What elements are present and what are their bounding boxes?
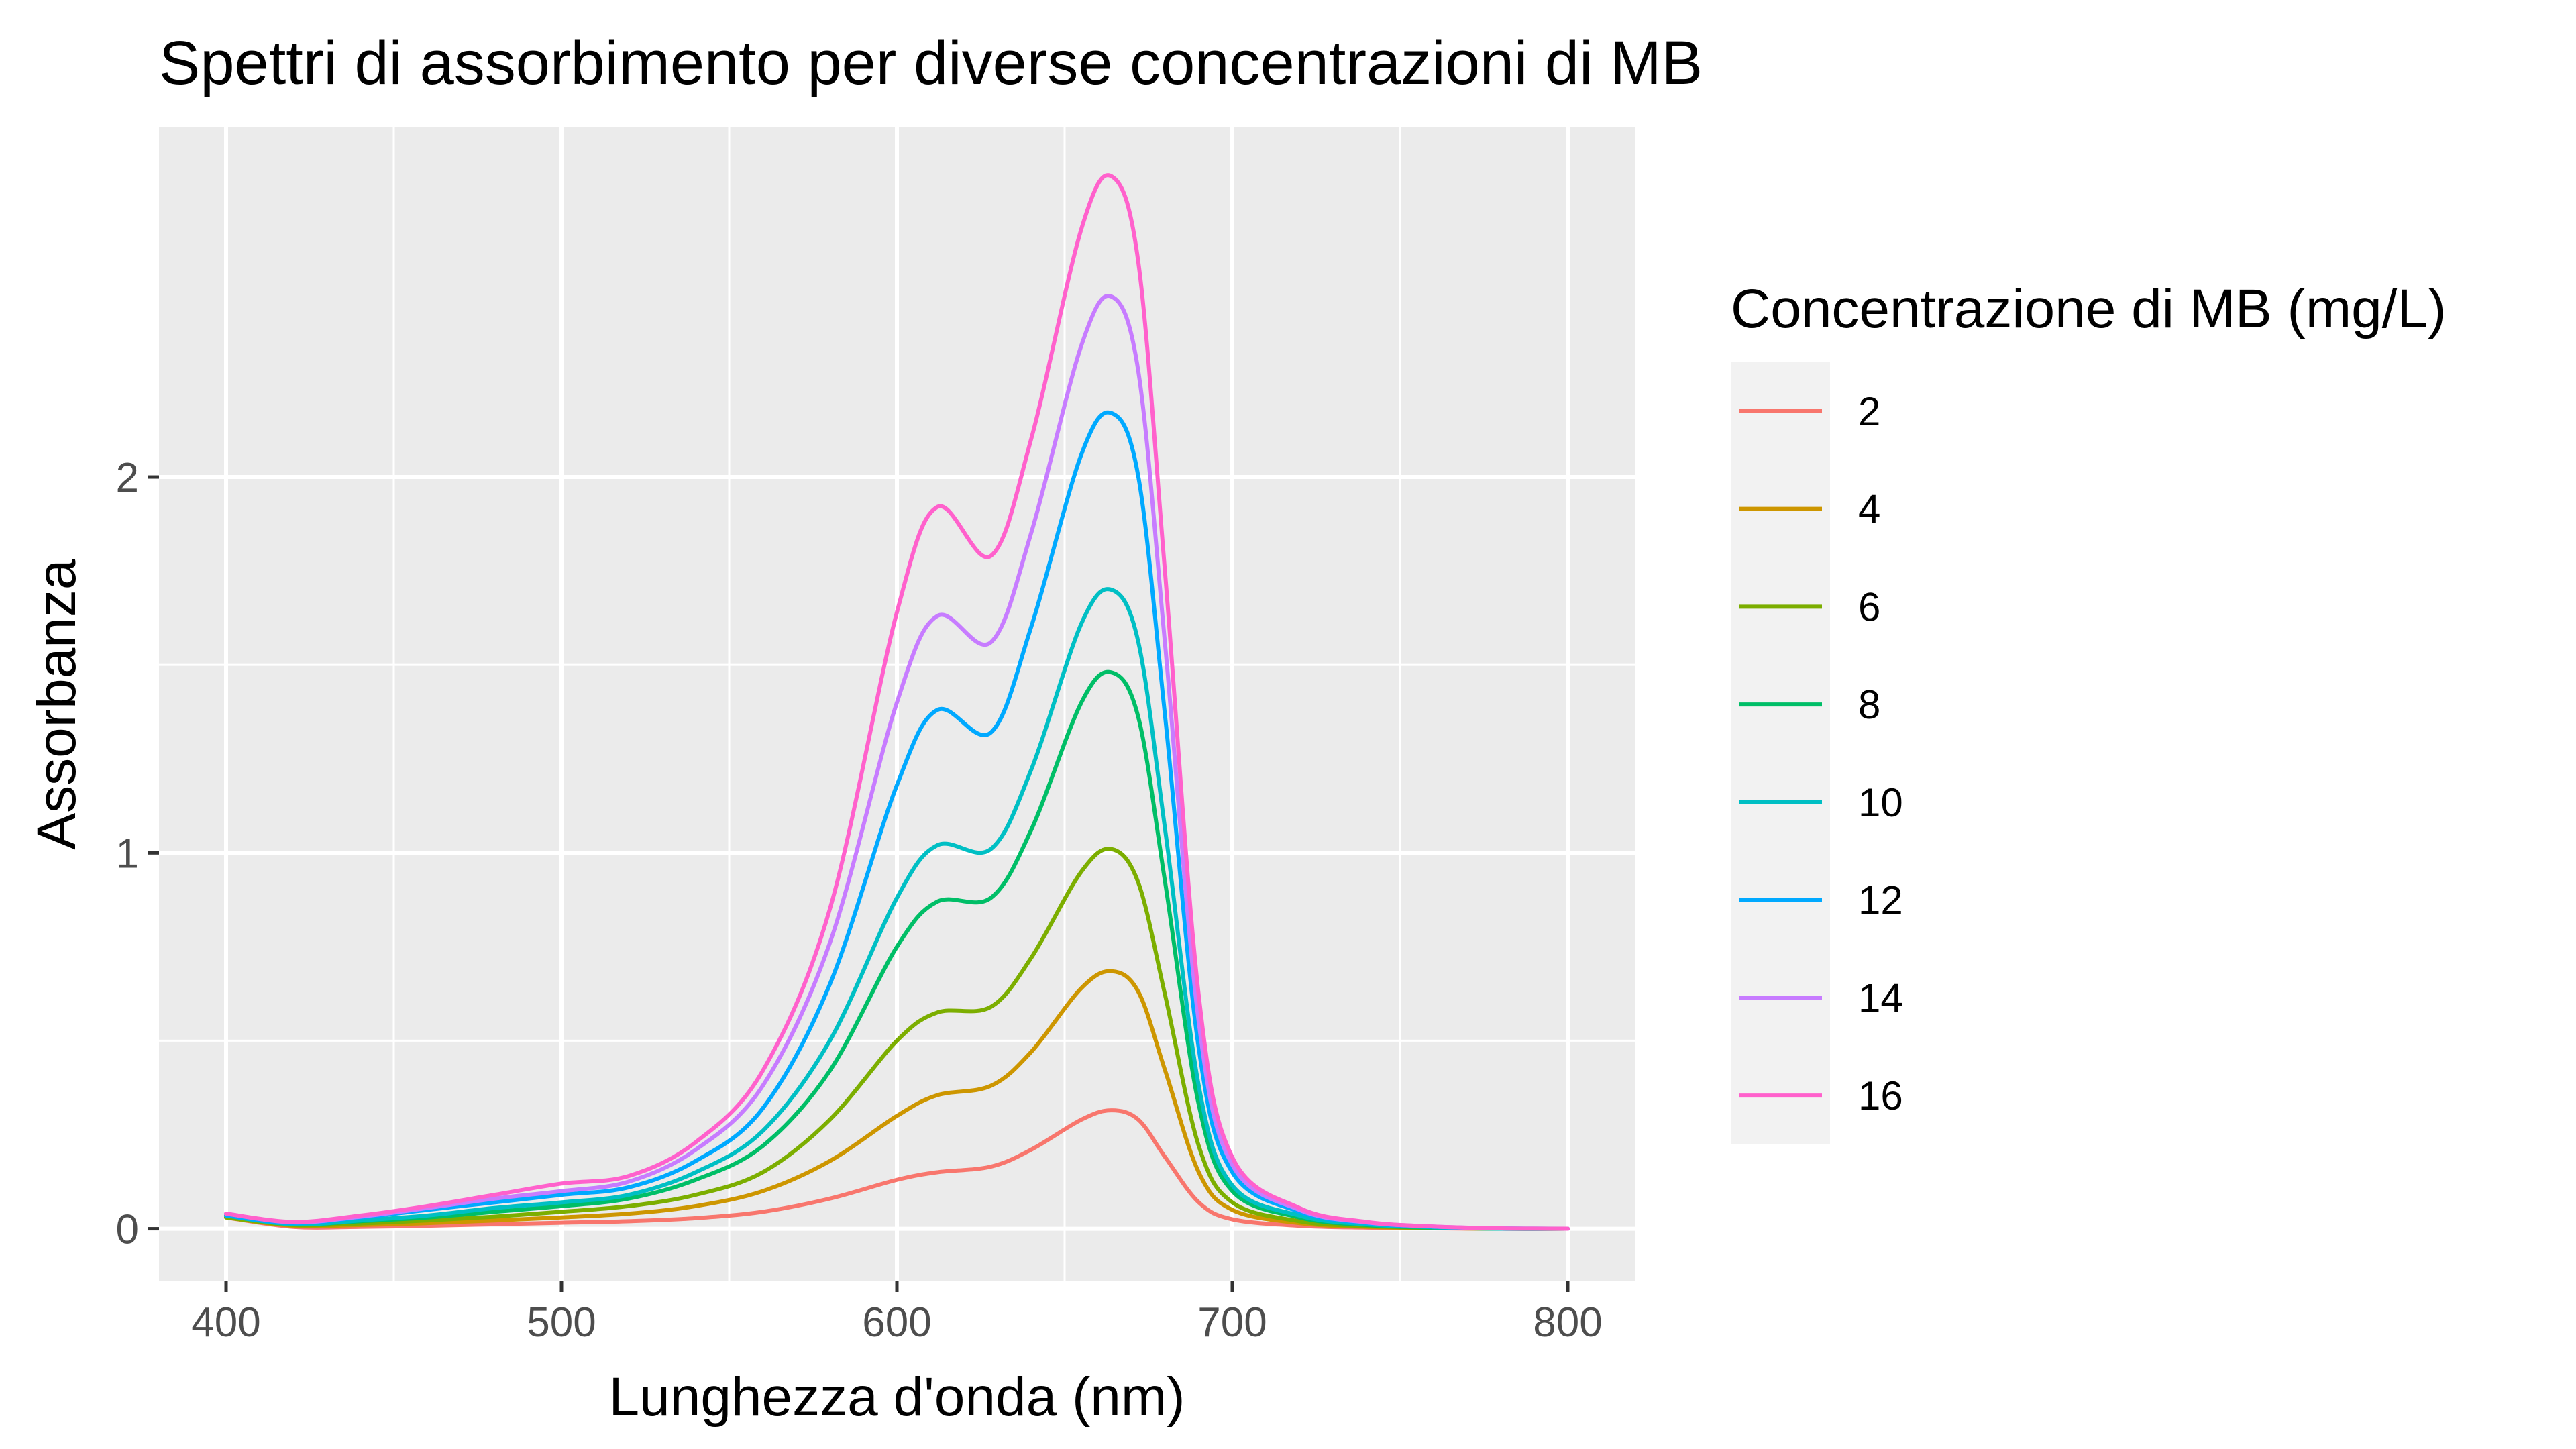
series-line-10 — [224, 587, 1570, 1231]
x-axis: 400 500 600 700 800 — [191, 1281, 1603, 1346]
x-tick-label: 400 — [191, 1299, 260, 1346]
x-tick-label: 600 — [862, 1299, 931, 1346]
y-axis-title: Assorbanza — [26, 559, 87, 849]
series-line-16 — [224, 173, 1570, 1231]
series-line-8 — [224, 669, 1570, 1231]
x-tick-label: 800 — [1533, 1299, 1602, 1346]
x-axis-title: Lunghezza d'onda (nm) — [609, 1366, 1185, 1428]
y-tick-label: 0 — [116, 1207, 139, 1253]
legend-label-2: 2 — [1858, 389, 1880, 434]
legend-label-4: 4 — [1858, 487, 1880, 532]
legend: Concentrazione di MB (mg/L) 2 4 6 8 10 12 14 16 — [1731, 278, 2446, 1144]
legend-label-6: 6 — [1858, 584, 1880, 629]
legend-key-background — [1731, 362, 1830, 1144]
y-axis: 0 1 2 — [116, 455, 159, 1253]
x-tick-label: 700 — [1197, 1299, 1267, 1346]
legend-label-14: 14 — [1858, 975, 1903, 1020]
series-line-12 — [224, 410, 1570, 1231]
legend-label-16: 16 — [1858, 1073, 1903, 1118]
legend-items: 2 4 6 8 10 12 14 16 — [1739, 389, 1903, 1118]
x-tick-label: 500 — [527, 1299, 596, 1346]
series-lines — [224, 173, 1570, 1231]
y-tick-label: 1 — [116, 830, 139, 877]
y-tick-label: 2 — [116, 455, 139, 501]
legend-label-12: 12 — [1858, 878, 1903, 923]
legend-label-10: 10 — [1858, 780, 1903, 825]
series-line-14 — [224, 294, 1570, 1231]
legend-label-8: 8 — [1858, 682, 1880, 727]
legend-title: Concentrazione di MB (mg/L) — [1731, 278, 2446, 339]
chart-title: Spettri di assorbimento per diverse conc… — [159, 29, 1703, 97]
series-line-6 — [224, 847, 1570, 1231]
